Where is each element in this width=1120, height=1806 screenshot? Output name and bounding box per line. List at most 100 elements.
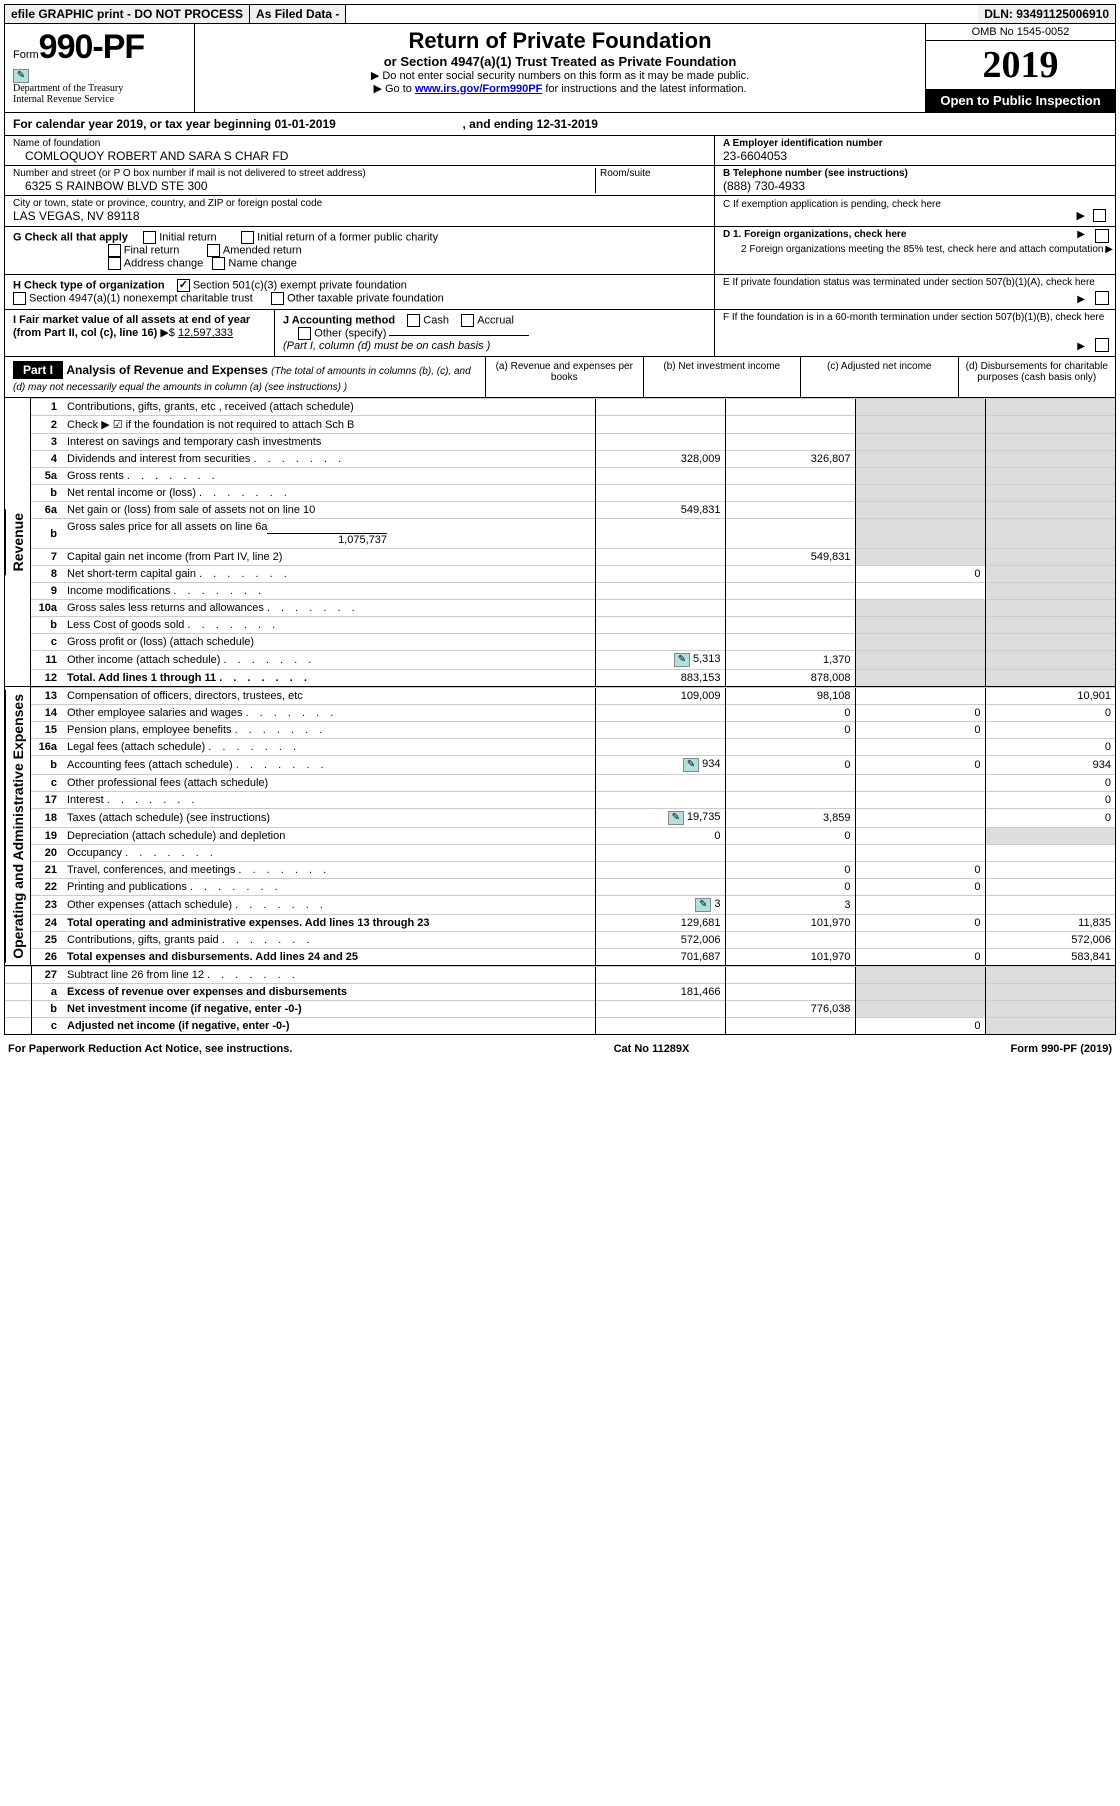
col-c-value xyxy=(855,617,985,634)
col-a-value xyxy=(595,1018,725,1035)
col-d-value xyxy=(985,1001,1115,1018)
page-footer: For Paperwork Reduction Act Notice, see … xyxy=(0,1039,1120,1059)
col-a-value xyxy=(595,634,725,651)
col-a-value xyxy=(595,739,725,756)
col-d-value: 0 xyxy=(985,809,1115,828)
row-h-e: H Check type of organization Section 501… xyxy=(5,275,1115,310)
col-c-value: 0 xyxy=(855,705,985,722)
col-a-value xyxy=(595,549,725,566)
line-number: 14 xyxy=(31,705,63,722)
col-b-value xyxy=(725,485,855,502)
line-description: Taxes (attach schedule) (see instruction… xyxy=(63,809,595,828)
line-number: 6a xyxy=(31,502,63,519)
col-d-value: 10,901 xyxy=(985,688,1115,705)
col-c-value xyxy=(855,549,985,566)
col-c-value xyxy=(855,434,985,451)
col-b-value xyxy=(725,967,855,984)
g-address-change-checkbox[interactable] xyxy=(108,257,121,270)
attachment-icon[interactable]: ✎ xyxy=(695,898,711,912)
col-c-value xyxy=(855,1001,985,1018)
form-header: Form990-PF ✎ Department of the Treasury … xyxy=(5,24,1115,113)
j-accrual-checkbox[interactable] xyxy=(461,314,474,327)
d1-checkbox[interactable] xyxy=(1095,229,1109,243)
col-a-value xyxy=(595,566,725,583)
col-a-value: 701,687 xyxy=(595,949,725,966)
room-label: Room/suite xyxy=(600,168,706,179)
form-word: Form xyxy=(13,49,39,61)
identification-block: Name of foundation COMLOQUOY ROBERT AND … xyxy=(5,136,1115,227)
attachment-icon[interactable]: ✎ xyxy=(683,758,699,772)
line-description: Gross sales less returns and allowances … xyxy=(63,600,595,617)
foundation-name: COMLOQUOY ROBERT AND SARA S CHAR FD xyxy=(13,149,706,163)
line-number: b xyxy=(31,756,63,775)
col-a-value: ✎ 19,735 xyxy=(595,809,725,828)
col-c-value xyxy=(855,416,985,434)
line-number: 19 xyxy=(31,828,63,845)
line-number: 7 xyxy=(31,549,63,566)
col-d-value: 0 xyxy=(985,775,1115,792)
box-j-note: (Part I, column (d) must be on cash basi… xyxy=(283,340,490,352)
h-other-checkbox[interactable] xyxy=(271,292,284,305)
instructions-link[interactable]: www.irs.gov/Form990PF xyxy=(415,83,542,95)
j-other-checkbox[interactable] xyxy=(298,327,311,340)
col-b-value xyxy=(725,634,855,651)
col-d-value xyxy=(985,399,1115,416)
f-checkbox[interactable] xyxy=(1095,338,1109,352)
col-a-value: 0 xyxy=(595,828,725,845)
box-d1-label: D 1. Foreign organizations, check here xyxy=(723,229,906,240)
h-4947-checkbox[interactable] xyxy=(13,292,26,305)
line-number: 20 xyxy=(31,845,63,862)
line-description: Gross sales price for all assets on line… xyxy=(63,519,595,549)
line-description: Occupancy . . . . . . . xyxy=(63,845,595,862)
col-c-value xyxy=(855,688,985,705)
col-d-value xyxy=(985,416,1115,434)
col-a-value xyxy=(595,967,725,984)
col-b-value: 878,008 xyxy=(725,670,855,687)
j-cash-checkbox[interactable] xyxy=(407,314,420,327)
arrow-icon: ▶ xyxy=(1077,229,1085,240)
efile-notice: efile GRAPHIC print - DO NOT PROCESS xyxy=(5,5,250,23)
col-a-value xyxy=(595,434,725,451)
col-d-value xyxy=(985,984,1115,1001)
col-b-value: 101,970 xyxy=(725,949,855,966)
h-501c3-checkbox[interactable] xyxy=(177,279,190,292)
line-number: 5a xyxy=(31,468,63,485)
header-right: OMB No 1545-0052 2019 Open to Public Ins… xyxy=(925,24,1115,112)
part1-label: Part I xyxy=(13,361,63,379)
attachment-icon[interactable]: ✎ xyxy=(668,811,684,825)
col-a-value xyxy=(595,775,725,792)
g-amended-checkbox[interactable] xyxy=(207,244,220,257)
line-description: Compensation of officers, directors, tru… xyxy=(63,688,595,705)
e-checkbox[interactable] xyxy=(1095,291,1109,305)
omb-number: OMB No 1545-0052 xyxy=(926,24,1115,41)
col-a-value xyxy=(595,722,725,739)
line-number: 27 xyxy=(31,967,63,984)
col-b-value: 98,108 xyxy=(725,688,855,705)
line-number: 11 xyxy=(31,651,63,670)
col-a-value: 883,153 xyxy=(595,670,725,687)
col-b-value xyxy=(725,468,855,485)
col-b-value xyxy=(725,416,855,434)
col-b-value xyxy=(725,434,855,451)
line-number: 1 xyxy=(31,399,63,416)
col-b-value xyxy=(725,984,855,1001)
ein-value: 23-6604053 xyxy=(723,149,1107,163)
g-final-return-checkbox[interactable] xyxy=(108,244,121,257)
cal-year-begin: For calendar year 2019, or tax year begi… xyxy=(13,117,336,131)
col-b-value xyxy=(725,932,855,949)
g-initial-return-checkbox[interactable] xyxy=(143,231,156,244)
box-c-checkbox[interactable] xyxy=(1093,209,1106,222)
g-name-change-checkbox[interactable] xyxy=(212,257,225,270)
line-description: Subtract line 26 from line 12 . . . . . … xyxy=(63,967,595,984)
col-c-value xyxy=(855,600,985,617)
col-c-value xyxy=(855,634,985,651)
footer-mid: Cat No 11289X xyxy=(614,1043,690,1055)
col-b-value xyxy=(725,775,855,792)
line-number: b xyxy=(31,1001,63,1018)
as-filed: As Filed Data - xyxy=(250,5,346,23)
g-initial-former-checkbox[interactable] xyxy=(241,231,254,244)
instr-2-post: for instructions and the latest informat… xyxy=(545,83,746,95)
attachment-icon[interactable]: ✎ xyxy=(674,653,690,667)
col-b-value: 0 xyxy=(725,722,855,739)
box-h-label: H Check type of organization xyxy=(13,279,165,291)
